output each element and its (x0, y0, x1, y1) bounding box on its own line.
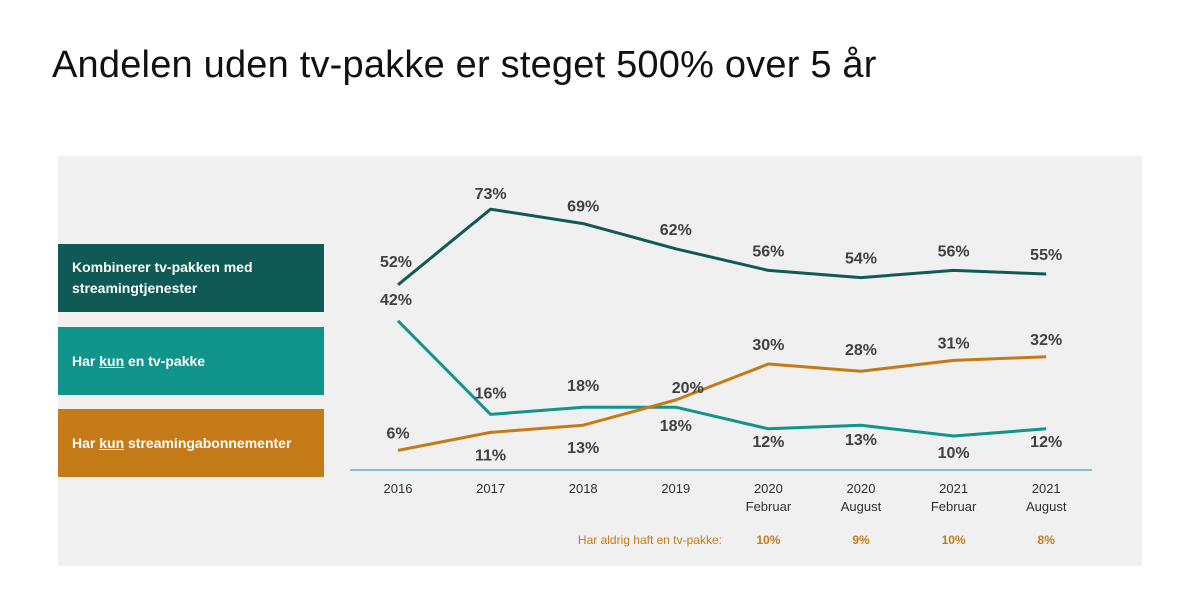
value-label-streaming-only: 20% (672, 380, 704, 397)
value-label-streaming-only: 28% (845, 342, 877, 359)
value-label-combined: 55% (1030, 247, 1062, 264)
value-label-combined: 69% (567, 199, 599, 216)
legend-combined: Kombinerer tv-pakken med streamingtjenes… (58, 244, 324, 312)
x-tick-label: 2017 (476, 481, 505, 496)
legend-streaming-only: Har kun streamingabonnementer (58, 409, 324, 477)
value-label-tv-only: 13% (845, 432, 877, 449)
value-label-tv-only: 18% (660, 418, 692, 435)
legend-tv-only: Har kun en tv-pakke (58, 327, 324, 395)
value-label-streaming-only: 30% (752, 337, 784, 354)
series-tv-only-line (396, 319, 1047, 438)
value-label-streaming-only: 6% (386, 425, 409, 442)
value-label-tv-only: 12% (752, 434, 784, 451)
value-label-streaming-only: 13% (567, 440, 599, 457)
value-label-tv-only: 10% (938, 445, 970, 462)
series-combined-line (397, 207, 1047, 286)
footnote-label: Har aldrig haft en tv-pakke: (578, 533, 722, 547)
x-tick-label: 2021 (939, 481, 968, 496)
x-tick-label: 2019 (661, 481, 690, 496)
x-tick-label: 2020 (847, 481, 876, 496)
x-tick-label: Februar (931, 499, 977, 514)
footnote-value: 10% (756, 533, 780, 547)
value-label-tv-only: 16% (475, 385, 507, 402)
value-label-combined: 56% (752, 243, 784, 260)
value-label-combined: 56% (938, 243, 970, 260)
page-title: Andelen uden tv-pakke er steget 500% ove… (52, 44, 877, 86)
value-label-combined: 54% (845, 251, 877, 268)
value-label-tv-only: 42% (380, 292, 412, 309)
x-tick-label: 2016 (384, 481, 413, 496)
legend-streaming-only-label: Har kun streamingabonnementer (72, 434, 292, 451)
footnote-value: 8% (1038, 533, 1056, 547)
value-label-streaming-only: 31% (938, 335, 970, 352)
footnote-value: 9% (852, 533, 870, 547)
value-label-streaming-only: 11% (475, 447, 506, 464)
legend-tv-only-label: Har kun en tv-pakke (72, 352, 206, 369)
x-tick-label: August (841, 499, 882, 514)
series-streaming-only-line (397, 355, 1047, 452)
value-label-streaming-only: 32% (1030, 332, 1062, 349)
x-tick-label: 2018 (569, 481, 598, 496)
value-label-tv-only: 18% (567, 378, 599, 395)
value-label-tv-only: 12% (1030, 434, 1062, 451)
x-tick-label: 2020 (754, 481, 783, 496)
x-tick-label: August (1026, 499, 1067, 514)
value-label-combined: 62% (660, 222, 692, 239)
x-tick-label: Februar (746, 499, 792, 514)
footnote-value: 10% (942, 533, 966, 547)
x-tick-label: 2021 (1032, 481, 1061, 496)
value-label-combined: 52% (380, 254, 412, 271)
value-label-combined: 73% (475, 186, 507, 203)
legend-combined-label: Kombinerer tv-pakken med streamingtjenes… (72, 259, 253, 296)
